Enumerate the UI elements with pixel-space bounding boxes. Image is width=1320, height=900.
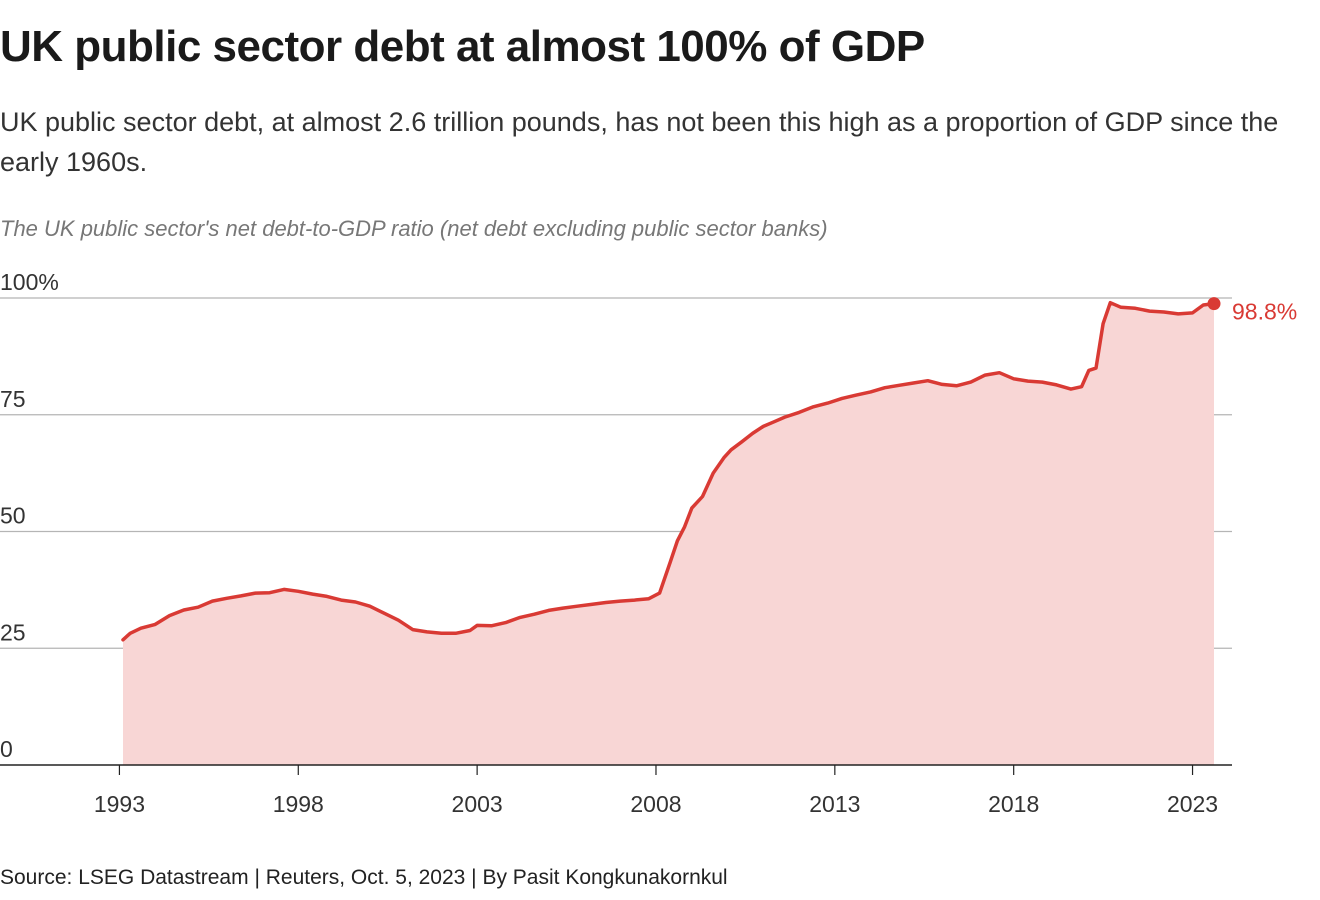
series-area [123, 302, 1214, 765]
line-layer [121, 300, 1216, 642]
end-annotation: 98.8% [1207, 297, 1297, 325]
series-line [121, 300, 1216, 642]
page-title: UK public sector debt at almost 100% of … [0, 22, 925, 71]
x-axis: 1993 1998 2003 2008 2013 2018 2023 [0, 764, 1232, 817]
x-tick-label-2023: 2023 [1167, 791, 1218, 817]
page-subtitle: UK public sector debt, at almost 2.6 tri… [0, 107, 1279, 177]
x-tick-label-2008: 2008 [630, 791, 681, 817]
y-tick-label-50: 50 [0, 503, 26, 529]
y-tick-label-75: 75 [0, 386, 26, 412]
x-tick-label-1993: 1993 [94, 791, 145, 817]
chart-title: The UK public sector's net debt-to-GDP r… [0, 216, 828, 241]
x-tick-label-2003: 2003 [452, 791, 503, 817]
source-note: Source: LSEG Datastream | Reuters, Oct. … [0, 866, 728, 889]
x-tick-label-1998: 1998 [273, 791, 324, 817]
end-point [1207, 297, 1221, 311]
x-tick-label-2013: 2013 [809, 791, 860, 817]
y-tick-label-100: 100% [0, 269, 59, 295]
y-tick-label-0: 0 [0, 736, 13, 762]
y-tick-label-25: 25 [0, 619, 26, 645]
area-layer [123, 302, 1214, 765]
x-tick-label-2018: 2018 [988, 791, 1039, 817]
end-value-label: 98.8% [1232, 299, 1297, 325]
y-axis: 0 25 50 75 100% [0, 269, 59, 762]
